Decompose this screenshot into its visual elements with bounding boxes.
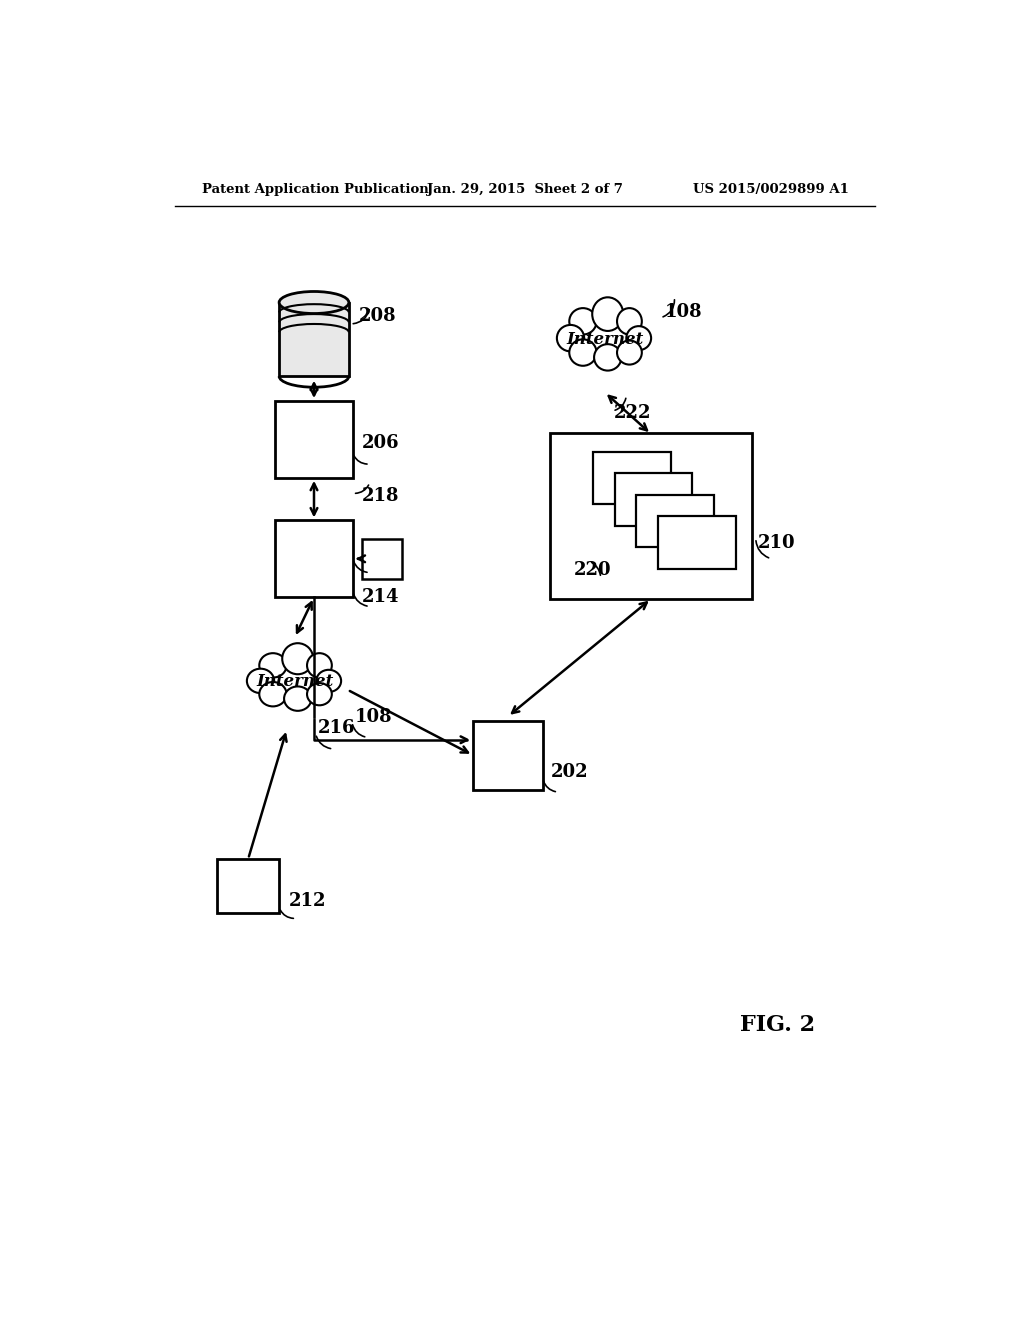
Ellipse shape	[307, 653, 332, 677]
Text: Patent Application Publication: Patent Application Publication	[202, 182, 428, 195]
Text: 108: 108	[665, 304, 702, 321]
Bar	[362, 539, 402, 579]
Bar	[658, 516, 735, 569]
Bar	[550, 433, 752, 599]
Text: US 2015/0029899 A1: US 2015/0029899 A1	[693, 182, 849, 195]
Text: 208: 208	[359, 308, 396, 325]
Ellipse shape	[617, 308, 642, 334]
Text: FIG. 2: FIG. 2	[740, 1014, 815, 1036]
Text: 214: 214	[362, 589, 399, 606]
Bar	[217, 859, 280, 913]
Bar	[473, 721, 543, 789]
Ellipse shape	[316, 669, 341, 692]
Ellipse shape	[259, 653, 287, 677]
Ellipse shape	[283, 643, 313, 675]
Bar	[275, 401, 352, 478]
Text: 108: 108	[354, 708, 392, 726]
Ellipse shape	[569, 339, 597, 366]
Ellipse shape	[557, 325, 584, 351]
Bar	[614, 474, 692, 525]
Ellipse shape	[592, 297, 624, 331]
Bar	[275, 520, 352, 598]
Text: Internet: Internet	[256, 673, 333, 690]
Text: Internet: Internet	[566, 331, 643, 348]
Text: 206: 206	[362, 434, 399, 453]
Ellipse shape	[594, 345, 622, 371]
Ellipse shape	[247, 669, 274, 693]
Ellipse shape	[307, 684, 332, 705]
Ellipse shape	[627, 326, 651, 350]
Text: 210: 210	[758, 535, 796, 552]
Text: 220: 220	[573, 561, 611, 579]
Text: 204: 204	[362, 543, 399, 560]
Bar	[636, 495, 714, 548]
Bar	[280, 302, 349, 376]
Text: 216: 216	[317, 719, 355, 737]
Ellipse shape	[280, 292, 349, 314]
Ellipse shape	[617, 341, 642, 364]
Text: 222: 222	[614, 404, 651, 422]
Text: 202: 202	[550, 763, 588, 781]
Ellipse shape	[569, 308, 597, 334]
Ellipse shape	[259, 682, 287, 706]
Text: Jan. 29, 2015  Sheet 2 of 7: Jan. 29, 2015 Sheet 2 of 7	[427, 182, 623, 195]
Bar	[593, 451, 671, 504]
Ellipse shape	[284, 686, 311, 711]
Text: 218: 218	[362, 487, 399, 504]
Text: 212: 212	[289, 892, 326, 911]
